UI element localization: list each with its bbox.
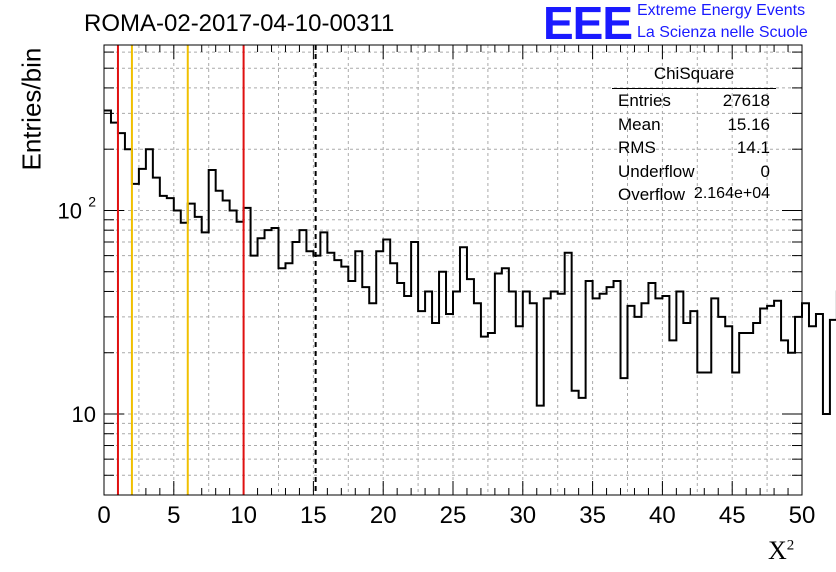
stats-row-entries: Entries 27618 xyxy=(612,89,776,113)
stats-box: ChiSquare Entries 27618 Mean 15.16 RMS 1… xyxy=(612,64,776,207)
plot-title: ROMA-02-2017-04-10-00311 xyxy=(84,10,395,37)
x-tick-label: 50 xyxy=(789,502,816,529)
stats-key: Entries xyxy=(618,91,671,110)
stats-key: Overflow xyxy=(618,185,686,204)
logo-line-2: La Scienza nelle Scuole xyxy=(637,24,808,41)
stats-key: Underflow xyxy=(618,161,695,181)
x-tick-label: 5 xyxy=(167,502,180,529)
x-tick-label: 40 xyxy=(649,502,676,529)
stats-row-overflow: Overflow 2.164e+04 xyxy=(612,183,776,207)
x-tick-label: 0 xyxy=(97,502,110,529)
stats-value: 27618 xyxy=(722,91,770,110)
x-tick-label: 45 xyxy=(719,502,746,529)
y-tick-label-exponent: 2 xyxy=(88,193,96,209)
stats-title: ChiSquare xyxy=(612,64,776,89)
x-tick-label: 30 xyxy=(509,502,536,529)
x-tick-label: 35 xyxy=(579,502,606,529)
y-tick-label: 10 xyxy=(58,198,82,223)
x-tick-label: 10 xyxy=(230,502,257,529)
x-tick-label: 15 xyxy=(300,502,327,529)
logo-line-1: Extreme Energy Events xyxy=(637,2,806,19)
stats-row-rms: RMS 14.1 xyxy=(612,136,776,160)
stats-value: 15.16 xyxy=(727,114,770,134)
stats-value: 14.1 xyxy=(736,138,770,157)
histogram-series xyxy=(104,109,836,416)
x-axis-label: X2 xyxy=(768,536,795,565)
stats-key: Mean xyxy=(618,114,661,134)
x-tick-label: 20 xyxy=(370,502,397,529)
stats-row-underflow: Underflow 0 xyxy=(612,160,776,184)
stats-value: 2.164e+04 xyxy=(693,185,770,202)
eee-logo: EEE xyxy=(543,0,633,49)
x-tick-label: 25 xyxy=(440,502,467,529)
plot-frame xyxy=(103,44,803,496)
y-axis-label: Entries/bin xyxy=(16,47,47,171)
stats-key: RMS xyxy=(618,138,656,157)
stats-value: 0 xyxy=(760,161,770,181)
y-tick-label: 10 xyxy=(72,402,96,427)
stats-row-mean: Mean 15.16 xyxy=(612,113,776,137)
